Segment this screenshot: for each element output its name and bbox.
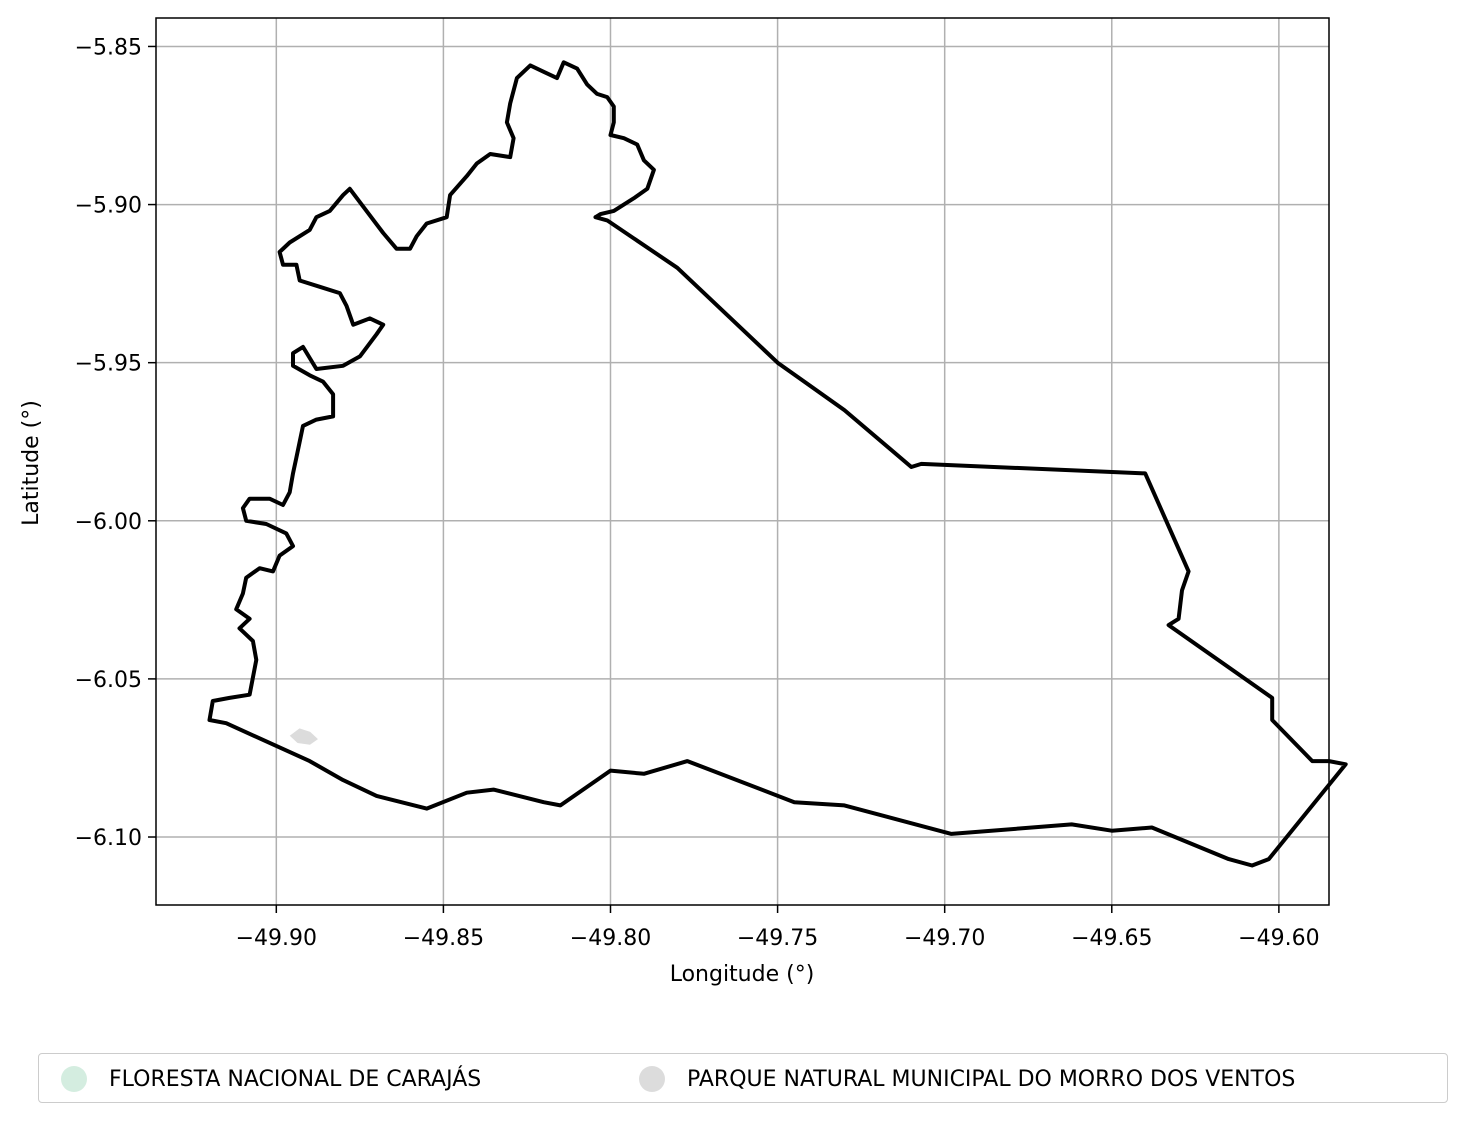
y-axis-label: Latitude (°) <box>19 400 44 526</box>
legend-marker-parque <box>639 1066 665 1092</box>
legend-marker-floresta <box>61 1066 87 1092</box>
legend: FLORESTA NACIONAL DE CARAJÁS PARQUE NATU… <box>38 1053 1448 1103</box>
legend-item-parque: PARQUE NATURAL MUNICIPAL DO MORRO DOS VE… <box>639 1054 1295 1104</box>
map-polygons <box>207 60 1348 868</box>
x-tick-label: −49.70 <box>904 926 985 951</box>
x-axis-ticks: −49.90 −49.85 −49.80 −49.75 −49.70 −49.65 −49.… <box>236 905 1320 951</box>
gridlines <box>156 18 1329 905</box>
x-tick-label: −49.80 <box>570 926 651 951</box>
x-tick-label: −49.60 <box>1238 926 1319 951</box>
x-tick-label: −49.85 <box>403 926 484 951</box>
x-tick-label: −49.90 <box>236 926 317 951</box>
legend-label-parque: PARQUE NATURAL MUNICIPAL DO MORRO DOS VE… <box>687 1066 1296 1092</box>
y-tick-label: −6.10 <box>75 826 142 851</box>
y-tick-label: −6.00 <box>75 510 142 535</box>
y-tick-label: −5.90 <box>75 194 142 219</box>
x-axis-label: Longitude (°) <box>670 962 815 987</box>
plot-background <box>156 18 1329 905</box>
parque-morro-dos-ventos-area <box>289 728 318 745</box>
legend-item-floresta: FLORESTA NACIONAL DE CARAJÁS <box>61 1054 481 1104</box>
floresta-nacional-boundary <box>207 60 1348 868</box>
plot-frame <box>155 17 1330 906</box>
y-tick-label: −6.05 <box>75 668 142 693</box>
x-tick-label: −49.65 <box>1071 926 1152 951</box>
y-axis-ticks: −5.85 −5.90 −5.95 −6.00 −6.05 −6.10 <box>75 35 156 851</box>
legend-label-floresta: FLORESTA NACIONAL DE CARAJÁS <box>109 1066 482 1092</box>
y-tick-label: −5.95 <box>75 352 142 377</box>
y-tick-label: −5.85 <box>75 35 142 60</box>
map-figure: −49.90 −49.85 −49.80 −49.75 −49.70 −49.65 −49.… <box>19 17 1348 987</box>
x-tick-label: −49.75 <box>737 926 818 951</box>
